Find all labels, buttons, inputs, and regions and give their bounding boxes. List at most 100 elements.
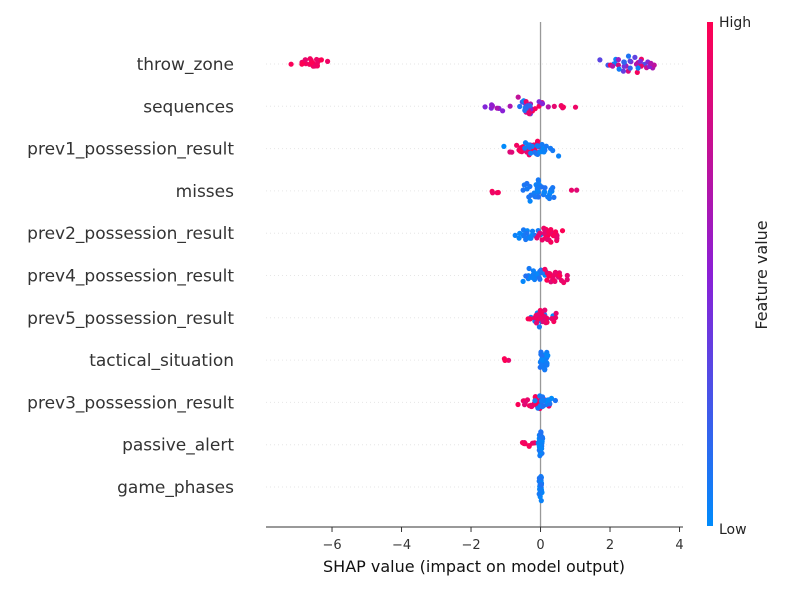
shap-point <box>325 58 331 64</box>
x-tick-label: −2 <box>461 538 480 553</box>
shap-point <box>318 57 324 63</box>
shap-point <box>538 482 544 488</box>
shap-point <box>314 56 320 63</box>
shap-point <box>527 103 533 109</box>
shap-point <box>538 498 544 504</box>
shap-point <box>553 310 559 316</box>
shap-point <box>515 401 521 408</box>
shap-point <box>551 194 557 200</box>
shap-point <box>535 405 541 411</box>
shap-point <box>527 198 533 204</box>
shap-point <box>620 68 627 74</box>
shap-point <box>537 487 543 493</box>
shap-point <box>489 102 495 108</box>
shap-point <box>522 441 528 447</box>
feature-label-prev3_possession_result: prev3_possession_result <box>27 393 234 413</box>
x-axis-ticks: −6 −4 −2 0 2 4 <box>322 527 684 553</box>
feature-label-prev2_possession_result: prev2_possession_result <box>27 224 234 244</box>
shap-point <box>532 149 538 155</box>
feature-label-prev5_possession_result: prev5_possession_result <box>27 309 234 329</box>
shap-point <box>522 140 529 146</box>
shap-point <box>501 356 507 362</box>
shap-point <box>539 357 545 363</box>
shap-point <box>527 316 533 322</box>
shap-point <box>490 190 496 196</box>
feature-labels: throw_zone sequences prev1_possession_resu… <box>27 55 234 498</box>
x-tick-label: −4 <box>392 538 411 553</box>
shap-point <box>539 398 546 404</box>
shap-point <box>309 60 315 66</box>
shap-point <box>533 320 540 326</box>
shap-point <box>517 148 523 154</box>
shap-point <box>557 273 563 279</box>
shap-point <box>542 185 548 191</box>
feature-label-prev1_possession_result: prev1_possession_result <box>27 140 234 160</box>
shap-point <box>550 147 556 154</box>
shap-point <box>523 99 529 105</box>
shap-point <box>551 278 558 284</box>
shap-point <box>548 239 554 245</box>
feature-label-passive_alert: passive_alert <box>122 436 234 456</box>
shap-point <box>528 150 534 156</box>
x-tick-label: −6 <box>322 538 341 553</box>
shap-point <box>524 186 530 192</box>
shap-point <box>556 153 562 159</box>
shap-point <box>501 143 507 149</box>
shap-point <box>536 324 543 330</box>
feature-label-tactical_situation: tactical_situation <box>89 351 234 371</box>
x-tick-label: 0 <box>536 538 544 553</box>
shap-point <box>532 194 538 200</box>
shap-point <box>495 189 501 196</box>
shap-point <box>634 69 640 75</box>
shap-point <box>542 366 548 372</box>
shap-point <box>552 315 559 321</box>
shap-point <box>494 105 500 111</box>
shap-point <box>546 273 552 279</box>
shap-point <box>507 149 513 155</box>
feature-label-misses: misses <box>176 182 234 202</box>
shap-point <box>538 270 544 276</box>
shap-point <box>288 61 294 67</box>
shap-point <box>302 57 308 63</box>
shap-point <box>517 103 523 110</box>
shap-point <box>546 229 552 235</box>
shap-point <box>597 57 603 63</box>
shap-point <box>536 275 542 281</box>
shap-point <box>648 60 654 66</box>
shap-point <box>523 273 529 279</box>
feature-label-game_phases: game_phases <box>117 478 234 498</box>
shap-point <box>535 138 541 144</box>
shap-point <box>621 63 627 69</box>
shap-point <box>532 398 538 404</box>
shap-point <box>545 104 551 110</box>
shap-point <box>543 320 549 326</box>
shap-point <box>621 59 627 65</box>
colorbar-low-label: Low <box>719 522 747 538</box>
shap-point <box>539 394 546 400</box>
shap-point <box>526 194 532 200</box>
shap-point <box>542 266 548 272</box>
shap-point <box>536 99 542 105</box>
shap-point <box>542 227 548 233</box>
shap-point <box>544 236 550 242</box>
shap-point <box>627 58 633 64</box>
shap-point <box>537 445 544 451</box>
shap-point <box>535 440 541 446</box>
x-axis-title: SHAP value (impact on model output) <box>323 557 625 576</box>
feature-label-throw_zone: throw_zone <box>137 55 234 75</box>
shap-point <box>529 228 536 234</box>
feature-label-sequences: sequences <box>143 97 234 117</box>
shap-point <box>535 177 541 183</box>
shap-point <box>540 403 547 409</box>
shap-point <box>541 149 547 155</box>
shap-point <box>517 230 523 236</box>
shap-point <box>522 145 528 151</box>
shap-point <box>558 103 565 109</box>
shap-point <box>299 61 305 67</box>
row-guides <box>266 63 683 488</box>
shap-point <box>537 315 544 321</box>
shap-point <box>553 229 559 235</box>
shap-point <box>625 53 632 59</box>
shap-point <box>534 143 540 149</box>
